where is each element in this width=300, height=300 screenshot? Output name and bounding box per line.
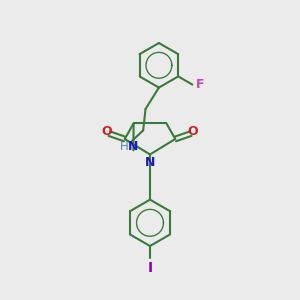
Text: I: I <box>147 261 153 275</box>
Text: N: N <box>128 140 139 153</box>
Text: N: N <box>145 156 155 169</box>
Text: H: H <box>119 140 128 153</box>
Text: O: O <box>102 125 112 138</box>
Text: F: F <box>196 78 204 91</box>
Text: O: O <box>188 125 198 138</box>
